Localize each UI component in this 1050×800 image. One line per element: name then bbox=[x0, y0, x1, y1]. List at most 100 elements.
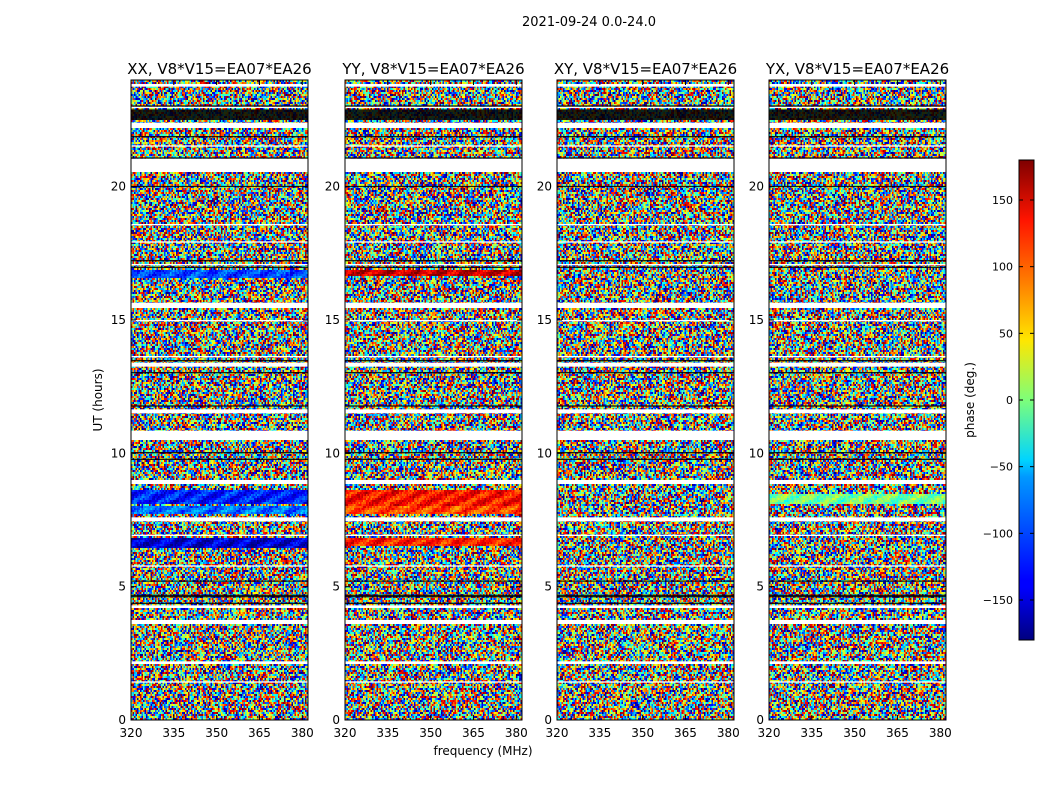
y-tick-label: 15 bbox=[749, 313, 764, 327]
dark-row bbox=[557, 405, 734, 407]
y-tick-label: 20 bbox=[749, 180, 764, 194]
y-tick-label: 0 bbox=[332, 713, 340, 727]
flagged-row bbox=[769, 158, 946, 172]
y-tick-label: 15 bbox=[325, 313, 340, 327]
panel-frame bbox=[130, 79, 309, 721]
flagged-row bbox=[557, 565, 734, 567]
dark-row bbox=[345, 266, 522, 268]
flagged-row bbox=[557, 158, 734, 172]
dark-row bbox=[345, 405, 522, 407]
dark-row bbox=[131, 136, 308, 138]
flagged-row bbox=[345, 264, 522, 266]
x-tick-label: 350 bbox=[205, 726, 228, 740]
x-tick-label: 320 bbox=[120, 726, 143, 740]
flagged-row bbox=[131, 362, 308, 367]
colorbar-tick-label: −100 bbox=[983, 527, 1013, 540]
flagged-row bbox=[557, 517, 734, 522]
flagged-row bbox=[769, 605, 946, 608]
panel-2: YY, V8*V15=EA07*EA26 320 335 350 365 380 0 5 10 1… bbox=[325, 60, 528, 740]
flagged-row bbox=[345, 106, 522, 108]
flagged-row bbox=[769, 320, 946, 322]
dark-row bbox=[769, 260, 946, 262]
flagged-row bbox=[557, 661, 734, 664]
flagged-row bbox=[769, 122, 946, 128]
flagged-row bbox=[557, 534, 734, 536]
dark-row bbox=[769, 109, 946, 120]
panel-frame bbox=[556, 79, 735, 721]
y-tick-label: 0 bbox=[544, 713, 552, 727]
dark-row bbox=[769, 594, 946, 598]
dark-row bbox=[557, 266, 734, 268]
x-tick-label: 380 bbox=[291, 726, 314, 740]
y-tick-label: 20 bbox=[325, 180, 340, 194]
flagged-row bbox=[345, 430, 522, 440]
flagged-row bbox=[557, 106, 734, 108]
dark-row bbox=[131, 109, 308, 120]
dark-row bbox=[131, 602, 308, 604]
flagged-row bbox=[345, 517, 522, 522]
dark-row bbox=[557, 594, 734, 598]
flagged-row bbox=[131, 605, 308, 608]
colorbar-tick-label: 0 bbox=[1006, 394, 1013, 407]
x-tick-label: 320 bbox=[546, 726, 569, 740]
flagged-row bbox=[769, 84, 946, 87]
dark-row bbox=[557, 580, 734, 582]
dark-row bbox=[769, 602, 946, 604]
flagged-row bbox=[345, 605, 522, 608]
dark-row bbox=[557, 185, 734, 188]
dark-row bbox=[557, 105, 734, 107]
x-tick-label: 350 bbox=[843, 726, 866, 740]
colorbar-tick-label: −50 bbox=[990, 461, 1013, 474]
y-tick-label: 10 bbox=[111, 446, 126, 460]
dark-row bbox=[557, 136, 734, 138]
dark-row bbox=[345, 136, 522, 138]
dark-row bbox=[131, 405, 308, 407]
flagged-row bbox=[557, 320, 734, 322]
dark-row bbox=[131, 580, 308, 582]
flagged-row bbox=[345, 480, 522, 484]
dark-row bbox=[131, 105, 308, 107]
flagged-row bbox=[557, 362, 734, 367]
flagged-row bbox=[131, 409, 308, 414]
panel-frame bbox=[344, 79, 523, 721]
dark-row bbox=[557, 157, 734, 159]
flagged-row bbox=[131, 620, 308, 624]
dark-row bbox=[345, 185, 522, 188]
panel-title: YX, V8*V15=EA07*EA26 bbox=[765, 60, 949, 78]
flagged-row bbox=[131, 241, 308, 243]
colorbar-label: phase (deg.) bbox=[963, 362, 977, 438]
x-tick-label: 365 bbox=[886, 726, 909, 740]
flagged-row bbox=[131, 480, 308, 484]
dark-row bbox=[131, 360, 308, 362]
y-tick-label: 5 bbox=[756, 580, 764, 594]
dark-row bbox=[345, 109, 522, 120]
dark-row bbox=[769, 458, 946, 460]
colorbar-tick-label: 150 bbox=[992, 194, 1013, 207]
dark-row bbox=[131, 594, 308, 598]
dark-row bbox=[345, 452, 522, 454]
flagged-row bbox=[131, 224, 308, 226]
dark-row bbox=[345, 580, 522, 582]
dark-row bbox=[345, 157, 522, 159]
dark-row bbox=[557, 109, 734, 120]
panel-title: XY, V8*V15=EA07*EA26 bbox=[554, 60, 737, 78]
dark-row bbox=[131, 260, 308, 262]
flagged-row bbox=[131, 430, 308, 440]
flagged-row bbox=[557, 302, 734, 308]
y-tick-label: 15 bbox=[537, 313, 552, 327]
colorbar-tick-label: 50 bbox=[999, 327, 1013, 340]
flagged-row bbox=[557, 224, 734, 226]
dark-row bbox=[345, 372, 522, 374]
dark-row bbox=[131, 157, 308, 159]
flagged-row bbox=[557, 605, 734, 608]
flagged-row bbox=[345, 224, 522, 226]
y-tick-label: 10 bbox=[749, 446, 764, 460]
x-tick-label: 320 bbox=[334, 726, 357, 740]
dark-row bbox=[345, 458, 522, 460]
flagged-row bbox=[345, 356, 522, 358]
x-tick-label: 365 bbox=[674, 726, 697, 740]
panel-4: YX, V8*V15=EA07*EA26 320 335 350 365 380 0 5 10 1… bbox=[749, 60, 952, 740]
flagged-row bbox=[769, 517, 946, 522]
x-axis-label: frequency (MHz) bbox=[433, 744, 532, 758]
flagged-row bbox=[345, 534, 522, 536]
